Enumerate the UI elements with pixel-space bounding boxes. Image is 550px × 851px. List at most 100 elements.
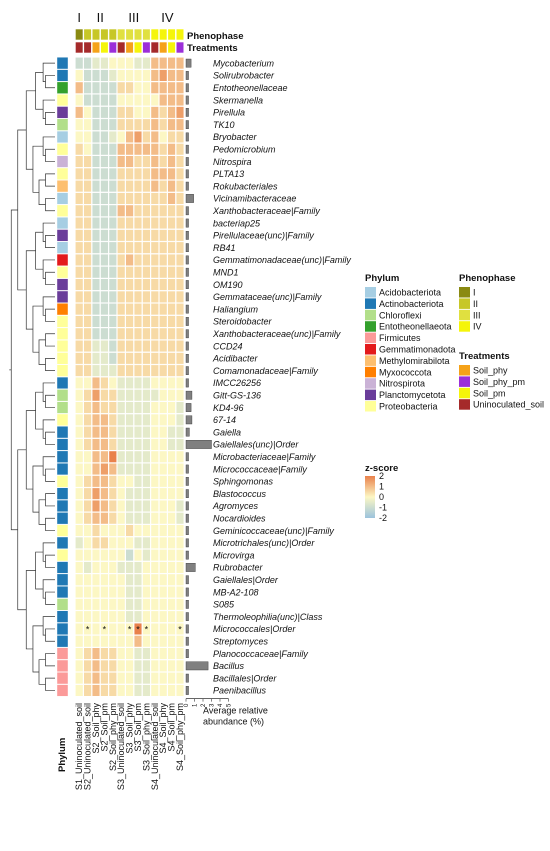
heatmap-cell bbox=[150, 253, 159, 266]
row-label: IMCC26256 bbox=[213, 378, 261, 388]
heatmap-cell bbox=[167, 549, 176, 562]
heatmap-cell bbox=[150, 561, 159, 574]
heatmap-cell bbox=[117, 586, 126, 599]
heatmap-cell bbox=[117, 659, 126, 672]
heatmap-cell bbox=[117, 647, 126, 660]
row-label: Gaiellales|Order bbox=[213, 575, 279, 585]
heatmap-cell bbox=[108, 167, 117, 180]
heatmap-cell bbox=[75, 413, 84, 426]
phylum-cell bbox=[56, 549, 69, 562]
heatmap-cell bbox=[167, 475, 176, 488]
heatmap-cell bbox=[142, 315, 151, 328]
heatmap-cell bbox=[133, 118, 143, 131]
abundance-bar bbox=[185, 71, 189, 80]
zscore-tick-label: 0 bbox=[379, 492, 384, 502]
heatmap-cell bbox=[133, 167, 143, 180]
heatmap-cell bbox=[150, 315, 159, 328]
heatmap-cell bbox=[150, 143, 159, 156]
abundance-bar bbox=[185, 501, 189, 511]
heatmap-cell bbox=[91, 499, 101, 512]
heatmap-cell bbox=[100, 180, 109, 193]
heatmap-cell bbox=[142, 69, 151, 82]
dendrogram-branch bbox=[25, 250, 36, 330]
phylum-legend-swatch bbox=[365, 321, 376, 332]
treatments-legend-label: Soil_phy_pm bbox=[473, 377, 525, 387]
heatmap-cell bbox=[150, 659, 159, 672]
phylum-legend-label: Proteobacteria bbox=[379, 402, 438, 412]
heatmap-cell bbox=[167, 229, 176, 242]
phylum-cell bbox=[56, 266, 69, 279]
heatmap-cell bbox=[108, 106, 117, 119]
row-label: Nitrospira bbox=[213, 157, 252, 167]
abundance-bar bbox=[185, 120, 189, 130]
heatmap-cell bbox=[175, 266, 185, 279]
dendrogram-branch bbox=[45, 591, 55, 605]
heatmap-cell bbox=[167, 180, 176, 193]
heatmap-cell bbox=[175, 450, 185, 463]
heatmap-cell bbox=[91, 266, 101, 279]
heatmap-cell bbox=[100, 278, 109, 291]
heatmap-cell bbox=[75, 303, 84, 316]
significance-mark: * bbox=[178, 624, 182, 634]
heatmap-cell bbox=[150, 610, 159, 623]
heatmap-cell bbox=[91, 340, 101, 353]
heatmap-cell bbox=[100, 376, 109, 389]
heatmap-cell bbox=[100, 438, 109, 451]
heatmap-cell bbox=[83, 561, 92, 574]
heatmap-cell bbox=[91, 69, 101, 82]
heatmap-cell bbox=[108, 57, 117, 70]
dendrogram-branch bbox=[35, 72, 44, 110]
heatmap-cell bbox=[142, 352, 151, 365]
dendrogram-branch bbox=[42, 579, 55, 599]
heatmap-cell bbox=[83, 180, 92, 193]
abundance-bar bbox=[185, 600, 189, 609]
treatment-cell bbox=[108, 41, 117, 54]
phylum-cell bbox=[56, 93, 69, 107]
zscore-tick-label: 1 bbox=[379, 482, 384, 492]
abundance-bar bbox=[185, 304, 189, 314]
heatmap-cell bbox=[100, 57, 109, 70]
dendrogram-branch bbox=[45, 358, 55, 371]
heatmap-cell bbox=[175, 106, 185, 119]
abundance-bar bbox=[185, 415, 193, 425]
column-label: S4_Soil_pm bbox=[167, 703, 177, 752]
dendrogram-branch bbox=[45, 517, 55, 531]
heatmap-cell bbox=[125, 647, 134, 660]
heatmap-cell bbox=[100, 598, 109, 611]
abundance-bar bbox=[185, 280, 189, 289]
phylum-cell bbox=[56, 499, 69, 513]
phenophase-cell bbox=[133, 28, 143, 41]
heatmap-cell bbox=[125, 278, 134, 291]
heatmap-cell bbox=[142, 536, 151, 549]
treatment-cell bbox=[150, 41, 159, 54]
phenophase-cell bbox=[108, 28, 117, 41]
heatmap-cell bbox=[175, 204, 185, 217]
heatmap-cell bbox=[142, 647, 151, 660]
heatmap-cell bbox=[133, 499, 143, 512]
heatmap-cell bbox=[159, 561, 168, 574]
abundance-axis-label: abundance (%) bbox=[203, 717, 264, 727]
phylum-cell bbox=[56, 352, 69, 365]
row-label: Comamonadaceae|Family bbox=[213, 366, 318, 376]
heatmap-cell bbox=[117, 180, 126, 193]
heatmap-cell bbox=[175, 647, 185, 660]
heatmap-cell bbox=[133, 512, 143, 525]
heatmap-cell bbox=[175, 167, 185, 180]
phylum-cell bbox=[56, 487, 69, 500]
phylum-cell bbox=[56, 81, 69, 94]
phylum-legend-swatch bbox=[365, 389, 376, 401]
phylum-cell bbox=[56, 278, 69, 291]
treatment-cell bbox=[117, 41, 126, 54]
heatmap-cell bbox=[150, 524, 159, 537]
phenophase-cell bbox=[142, 28, 151, 41]
heatmap-cell bbox=[117, 536, 126, 549]
heatmap-cell bbox=[100, 204, 109, 217]
heatmap-cell bbox=[142, 512, 151, 525]
phylum-legend-swatch bbox=[365, 378, 376, 389]
heatmap-cell bbox=[159, 118, 168, 131]
phylum-cell bbox=[56, 229, 69, 242]
heatmap-cell bbox=[83, 340, 92, 353]
column-label: S2_Soil_pm bbox=[99, 703, 109, 752]
heatmap-cell bbox=[108, 155, 117, 168]
heatmap-cell bbox=[167, 217, 176, 230]
